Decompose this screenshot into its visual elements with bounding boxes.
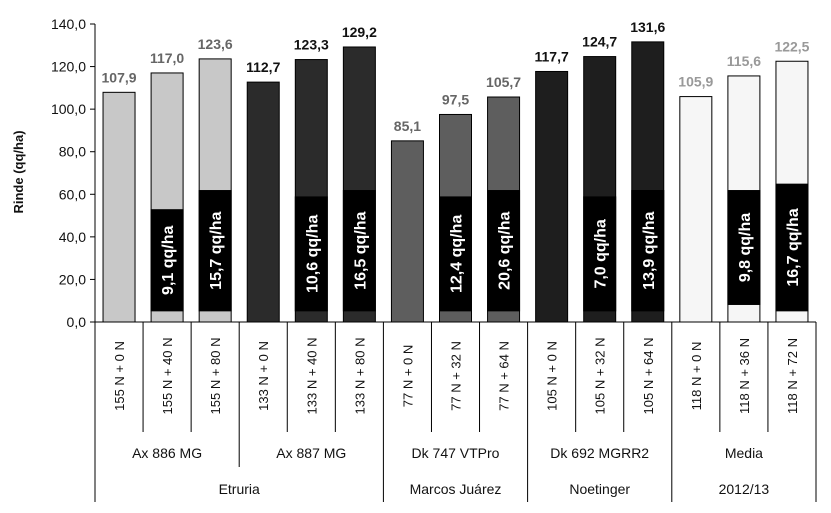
- y-tick-label: 20,0: [59, 271, 86, 287]
- category-label: 105 N + 32 N: [593, 338, 608, 415]
- increment-annotation-text: 9,1 qq/ha: [160, 225, 177, 294]
- bar: [390, 140, 424, 323]
- increment-annotation-text: 10,6 qq/ha: [304, 215, 321, 293]
- category-label: 118 N + 36 N: [737, 338, 752, 414]
- category-label: 105 N + 0 N: [545, 341, 560, 411]
- bar: [102, 91, 136, 323]
- y-tick-label: 100,0: [51, 101, 86, 117]
- category-label: 155 N + 0 N: [112, 341, 127, 411]
- category-label: 155 N + 40 N: [160, 338, 175, 415]
- location-label: Noetinger: [569, 481, 630, 497]
- hybrid-label: Ax 886 MG: [132, 445, 202, 461]
- bar-value-label: 123,3: [294, 37, 329, 53]
- increment-annotation-text: 13,9 qq/ha: [641, 211, 658, 289]
- hybrid-label: Dk 692 MGRR2: [550, 445, 649, 461]
- increment-annotation-box: [775, 183, 809, 312]
- bar-value-label: 117,0: [150, 50, 184, 66]
- increment-annotation-box: [342, 190, 376, 312]
- increment-annotation-box: [487, 190, 521, 312]
- y-axis-title: Rinde (qq/ha): [11, 130, 26, 213]
- increment-annotation-text: 16,7 qq/ha: [785, 208, 802, 286]
- y-tick-label: 0,0: [67, 314, 87, 330]
- bar: [246, 81, 280, 323]
- location-group-labels: Etruria Marcos Juárez Noetinger 2012/13: [219, 481, 770, 497]
- category-label: 133 N + 0 N: [256, 341, 271, 411]
- increment-annotation-text: 9,8 qq/ha: [737, 213, 754, 282]
- category-label: 133 N + 40 N: [304, 338, 319, 415]
- y-tick-label: 120,0: [51, 59, 86, 75]
- bar-value-label: 85,1: [394, 118, 421, 134]
- bar-value-label: 107,9: [102, 69, 137, 85]
- value-labels-layer: 107,9 117,0 123,6 112,7 123,3 129,2 85,1 97,5 10…: [102, 19, 810, 134]
- axis-lines: [94, 24, 817, 502]
- x-axis-category-labels: 155 N + 0 N 155 N + 40 N 155 N + 80 N 133 N…: [112, 338, 800, 415]
- category-label: 77 N + 64 N: [497, 341, 512, 411]
- y-tick-label: 60,0: [59, 186, 86, 202]
- y-tick-label: 40,0: [59, 229, 86, 245]
- increment-annotation-box: [583, 196, 617, 312]
- hybrid-group-labels: Ax 886 MG Ax 887 MG Dk 747 VTPro Dk 692 MGR…: [132, 445, 763, 461]
- bar-value-label: 117,7: [535, 48, 569, 64]
- increment-annotation-text: 7,0 qq/ha: [593, 219, 610, 288]
- bar: [679, 96, 713, 323]
- y-tick-label: 140,0: [51, 16, 86, 32]
- hybrid-label: Media: [725, 445, 763, 461]
- bar-value-label: 105,9: [678, 74, 713, 90]
- increment-annotation-box: [198, 190, 232, 312]
- bar-value-label: 124,7: [582, 34, 617, 50]
- category-label: 118 N + 0 N: [689, 342, 704, 411]
- increment-annotation-box: [150, 209, 184, 312]
- increment-annotation-text: 16,5 qq/ha: [352, 211, 369, 289]
- bar-value-label: 122,5: [774, 38, 809, 54]
- location-label: Marcos Juárez: [410, 481, 502, 497]
- increment-annotation-text: 20,6 qq/ha: [497, 211, 514, 289]
- bar-value-label: 112,7: [246, 59, 280, 75]
- location-label: Etruria: [219, 481, 260, 497]
- category-label: 118 N + 72 N: [785, 338, 800, 414]
- category-label: 77 N + 0 N: [400, 345, 415, 408]
- bar-value-label: 115,6: [727, 53, 761, 69]
- increment-annotations-layer: 9,1 qq/ha 15,7 qq/ha 10,6 qq/ha 16,5 qq/ha 1…: [150, 183, 809, 312]
- category-label: 77 N + 32 N: [449, 341, 464, 411]
- bar-value-label: 129,2: [342, 24, 377, 40]
- bar-value-label: 97,5: [442, 91, 469, 107]
- increment-annotation-text: 12,4 qq/ha: [449, 215, 466, 293]
- hybrid-label: Ax 887 MG: [276, 445, 346, 461]
- bar: [535, 70, 569, 323]
- increment-annotation-box: [727, 190, 761, 305]
- increment-annotation-box: [631, 190, 665, 312]
- hybrid-label: Dk 747 VTPro: [412, 445, 500, 461]
- category-label: 155 N + 80 N: [208, 338, 223, 415]
- category-label: 133 N + 80 N: [352, 338, 367, 415]
- y-tick-label: 80,0: [59, 144, 86, 160]
- increment-annotation-box: [294, 196, 328, 312]
- increment-annotation-box: [439, 196, 472, 312]
- y-axis: 0,0 20,0 40,0 60,0 80,0 100,0 120,0 140,0: [51, 16, 95, 330]
- category-label: 105 N + 64 N: [641, 338, 656, 415]
- location-label: 2012/13: [719, 481, 770, 497]
- bar-value-label: 105,7: [486, 74, 521, 90]
- increment-annotation-text: 15,7 qq/ha: [208, 211, 225, 289]
- bar-value-label: 131,6: [630, 19, 665, 35]
- bar-value-label: 123,6: [198, 36, 233, 52]
